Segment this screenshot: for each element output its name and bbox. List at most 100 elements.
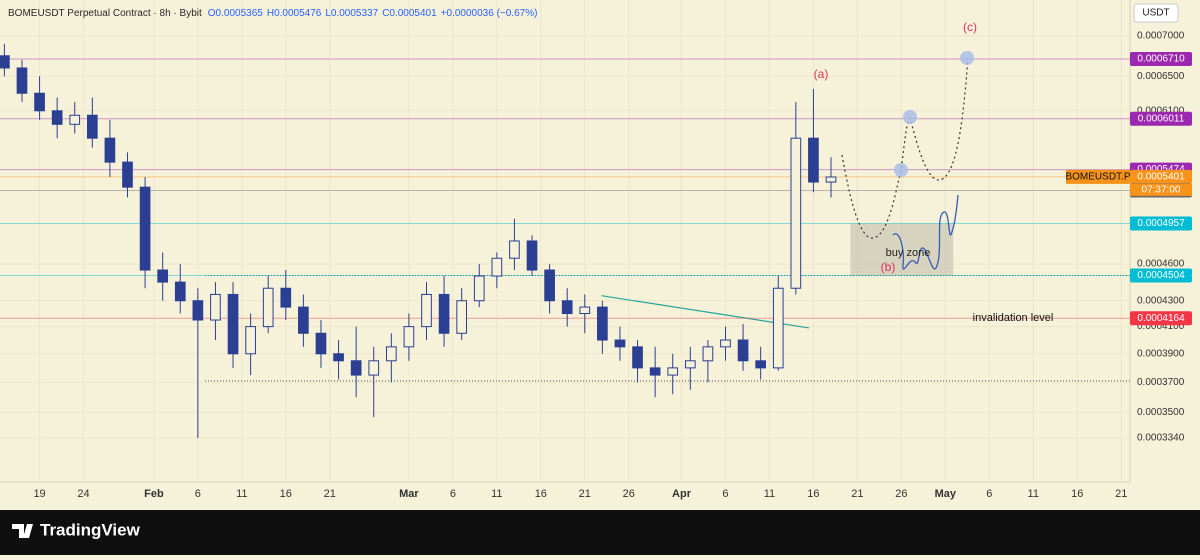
candle-body: [262, 287, 274, 328]
candle-body: [509, 240, 520, 259]
price-badge-text: 0.0006011: [1138, 113, 1185, 124]
candle-body: [104, 137, 116, 163]
x-tick-label: 11: [236, 488, 247, 500]
candle-body: [808, 137, 819, 183]
candle-body: [772, 287, 784, 369]
price-badge-text: 0.0005401: [1137, 172, 1185, 183]
x-tick-label: 24: [77, 488, 89, 500]
candle-body: [403, 326, 415, 348]
x-tick-label: 11: [1028, 488, 1039, 500]
y-tick-label: 0.0006100: [1137, 105, 1185, 116]
footer-bar: [0, 510, 1200, 555]
candle-body: [684, 360, 696, 369]
candle-body: [350, 360, 362, 376]
target-marker: [903, 110, 917, 124]
currency-button[interactable]: [1133, 3, 1179, 23]
x-tick-label: 21: [324, 488, 336, 500]
candle-body: [298, 306, 309, 334]
invalidation-label: invalidation level: [973, 312, 1054, 324]
x-tick-label: May: [935, 488, 957, 500]
y-tick-label: 0.0006500: [1137, 71, 1185, 82]
wave-label: (c): [963, 20, 977, 34]
candle-body: [702, 346, 714, 362]
brand-name: TradingView: [40, 520, 141, 539]
scenario-squiggle: [892, 194, 959, 270]
x-tick-label: 21: [851, 488, 863, 500]
candle-body: [280, 287, 292, 308]
candle-body: [227, 293, 239, 355]
x-tick-label: 16: [1071, 488, 1083, 500]
candle-body: [122, 161, 133, 188]
x-tick-label: 26: [895, 488, 907, 500]
x-tick-label: Mar: [399, 488, 419, 500]
x-tick-label: 11: [764, 488, 775, 500]
currency-text: USDT: [1142, 8, 1169, 19]
candle-body: [86, 114, 98, 139]
candle-body: [597, 306, 608, 341]
candle-body: [16, 67, 28, 94]
x-tick-label: 21: [579, 488, 591, 500]
price-badge: [1130, 268, 1192, 283]
candle-body: [561, 300, 573, 315]
candle-body: [368, 360, 380, 376]
price-badge-text: 0.0006710: [1137, 54, 1185, 65]
price-badge: [1130, 216, 1192, 231]
candle-body: [491, 257, 503, 277]
candle-body: [51, 110, 63, 125]
candle-body: [157, 269, 169, 283]
x-tick-label: 6: [722, 488, 728, 500]
candle-body: [333, 353, 344, 362]
target-marker: [960, 51, 974, 65]
candle-body: [421, 293, 432, 328]
candle-body: [755, 360, 766, 369]
y-tick-label: 0.0004600: [1137, 259, 1185, 270]
candle-body: [790, 137, 802, 289]
candle-body: [315, 332, 327, 355]
x-tick-label: 6: [450, 488, 456, 500]
y-tick-label: 0.0004300: [1137, 295, 1185, 306]
candle-body: [544, 269, 555, 302]
x-tick-label: 11: [491, 488, 502, 500]
y-tick-label: 0.0004100: [1137, 321, 1185, 332]
price-badge-text: 0.0004164: [1137, 313, 1185, 324]
candle-body: [438, 293, 450, 334]
x-tick-label: 16: [280, 488, 292, 500]
candle-body: [473, 275, 485, 302]
price-badge: [1130, 311, 1192, 326]
price-badge: [1130, 169, 1192, 184]
countdown-text: 07:37:00: [1142, 185, 1181, 196]
candle-body: [139, 186, 151, 271]
x-tick-label: 16: [535, 488, 547, 500]
symbol-tag: [1066, 169, 1130, 184]
x-tick-label: Apr: [672, 488, 692, 500]
wave-label: (a): [814, 67, 829, 81]
symbol-info: BOMEUSDT Perpetual Contract · 8h · Bybit…: [8, 8, 537, 19]
y-tick-label: 0.0003900: [1137, 348, 1185, 359]
brand-logo: [12, 524, 33, 538]
y-tick-label: 0.0007000: [1137, 31, 1185, 42]
overlays: [0, 58, 1130, 382]
price-badge: [1130, 111, 1192, 126]
candle-body: [385, 346, 397, 362]
price-badge-text: 0.0004504: [1137, 270, 1185, 281]
grid: [0, 0, 1130, 482]
y-tick-label: 0.0003500: [1137, 407, 1185, 418]
candle-body: [245, 326, 256, 355]
background: [0, 0, 1200, 510]
price-badge: [1130, 52, 1192, 67]
target-marker: [894, 163, 908, 177]
x-tick-label: 16: [807, 488, 819, 500]
candles: [0, 43, 837, 438]
candle-body: [614, 339, 626, 348]
candle-body: [632, 346, 643, 369]
wave-label: (b): [881, 260, 896, 274]
candle-body: [456, 300, 468, 334]
candle-body: [825, 176, 837, 183]
projection-path: [841, 57, 969, 239]
candle-body: [667, 367, 679, 376]
x-tick-label: 6: [195, 488, 201, 500]
x-tick-label: 6: [986, 488, 992, 500]
x-tick-label: 21: [1115, 488, 1127, 500]
candle-body: [737, 339, 749, 362]
